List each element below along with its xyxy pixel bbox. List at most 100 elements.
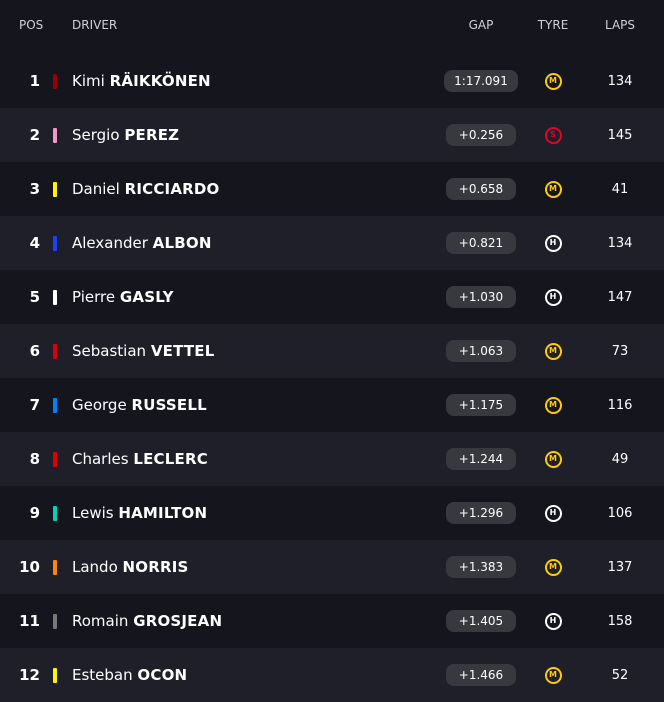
driver-name: Charles LECLERC [72, 450, 442, 468]
tyre-compound-icon: M [544, 180, 562, 198]
driver-last-name: GROSJEAN [133, 612, 223, 630]
header-gap: GAP [468, 18, 494, 32]
gap-badge: +1.383 [446, 556, 516, 578]
tyre-compound-icon: M [544, 342, 562, 360]
gap-badge: +1.063 [446, 340, 516, 362]
driver-first-name: Charles [72, 450, 129, 468]
driver-last-name: RICCIARDO [124, 180, 220, 198]
tyre-compound-icon: M [544, 558, 562, 576]
driver-name: Romain GROSJEAN [72, 612, 442, 630]
driver-first-name: Daniel [72, 180, 120, 198]
driver-name: Sebastian VETTEL [72, 342, 442, 360]
gap-badge: +1.030 [446, 286, 516, 308]
driver-last-name: RUSSELL [131, 396, 207, 414]
tyre-compound-icon: M [544, 396, 562, 414]
laps-count: 49 [611, 451, 629, 467]
tyre-compound-icon: M [544, 666, 562, 684]
driver-last-name: NORRIS [122, 558, 189, 576]
driver-first-name: Sebastian [72, 342, 147, 360]
header-tyre: TYRE [537, 18, 569, 32]
team-color-bar [53, 289, 57, 305]
driver-first-name: Pierre [72, 288, 116, 306]
laps-count: 41 [611, 181, 629, 197]
table-row[interactable]: 5 Pierre GASLY +1.030 H 147 [0, 270, 664, 324]
position: 11 [19, 612, 40, 630]
table-row[interactable]: 4 Alexander ALBON +0.821 H 134 [0, 216, 664, 270]
driver-last-name: VETTEL [150, 342, 215, 360]
tyre-compound-icon: M [544, 72, 562, 90]
table-row[interactable]: 8 Charles LECLERC +1.244 M 49 [0, 432, 664, 486]
laps-count: 73 [611, 343, 629, 359]
position: 3 [29, 180, 40, 198]
position: 6 [29, 342, 40, 360]
laps-count: 147 [607, 289, 633, 305]
position: 1 [29, 72, 40, 90]
position: 8 [29, 450, 40, 468]
tyre-compound-icon: H [544, 288, 562, 306]
team-color-bar [53, 181, 57, 197]
driver-last-name: ALBON [152, 234, 212, 252]
laps-count: 116 [607, 397, 633, 413]
table-row[interactable]: 3 Daniel RICCIARDO +0.658 M 41 [0, 162, 664, 216]
team-color-bar [53, 397, 57, 413]
team-color-bar [53, 559, 57, 575]
table-row[interactable]: 11 Romain GROSJEAN +1.405 H 158 [0, 594, 664, 648]
driver-name: Kimi RÄIKKÖNEN [72, 72, 442, 90]
driver-name: Lando NORRIS [72, 558, 442, 576]
tyre-compound-icon: S [544, 126, 562, 144]
table-row[interactable]: 2 Sergio PEREZ +0.256 S 145 [0, 108, 664, 162]
table-row[interactable]: 10 Lando NORRIS +1.383 M 137 [0, 540, 664, 594]
driver-first-name: Alexander [72, 234, 148, 252]
tyre-compound-icon: H [544, 234, 562, 252]
standings-list: 1 Kimi RÄIKKÖNEN 1:17.091 M 134 2 Sergio… [0, 54, 664, 702]
team-color-bar [53, 343, 57, 359]
driver-name: Sergio PEREZ [72, 126, 442, 144]
gap-badge: +1.405 [446, 610, 516, 632]
driver-name: Lewis HAMILTON [72, 504, 442, 522]
driver-first-name: Lewis [72, 504, 114, 522]
driver-last-name: OCON [137, 666, 188, 684]
table-row[interactable]: 1 Kimi RÄIKKÖNEN 1:17.091 M 134 [0, 54, 664, 108]
header-pos: POS [19, 18, 44, 32]
tyre-compound-icon: M [544, 450, 562, 468]
table-header: POS DRIVER GAP TYRE LAPS [0, 0, 664, 52]
team-color-bar [53, 127, 57, 143]
gap-badge: +1.244 [446, 448, 516, 470]
header-laps: LAPS [604, 18, 636, 32]
driver-name: Pierre GASLY [72, 288, 442, 306]
driver-name: Alexander ALBON [72, 234, 442, 252]
driver-last-name: RÄIKKÖNEN [109, 72, 211, 90]
position: 9 [29, 504, 40, 522]
driver-first-name: George [72, 396, 127, 414]
position: 12 [19, 666, 40, 684]
driver-last-name: PEREZ [124, 126, 180, 144]
gap-badge: +0.658 [446, 178, 516, 200]
laps-count: 137 [607, 559, 633, 575]
tyre-compound-icon: H [544, 612, 562, 630]
gap-badge: +0.821 [446, 232, 516, 254]
table-row[interactable]: 7 George RUSSELL +1.175 M 116 [0, 378, 664, 432]
driver-first-name: Romain [72, 612, 129, 630]
position: 5 [29, 288, 40, 306]
table-row[interactable]: 6 Sebastian VETTEL +1.063 M 73 [0, 324, 664, 378]
laps-count: 52 [611, 667, 629, 683]
gap-badge: 1:17.091 [444, 70, 518, 92]
team-color-bar [53, 235, 57, 251]
gap-badge: +1.296 [446, 502, 516, 524]
laps-count: 158 [607, 613, 633, 629]
team-color-bar [53, 667, 57, 683]
gap-badge: +0.256 [446, 124, 516, 146]
driver-name: George RUSSELL [72, 396, 442, 414]
position: 10 [19, 558, 40, 576]
table-row[interactable]: 9 Lewis HAMILTON +1.296 H 106 [0, 486, 664, 540]
laps-count: 145 [607, 127, 633, 143]
table-row[interactable]: 12 Esteban OCON +1.466 M 52 [0, 648, 664, 702]
laps-count: 106 [607, 505, 633, 521]
gap-badge: +1.175 [446, 394, 516, 416]
driver-last-name: HAMILTON [118, 504, 208, 522]
driver-last-name: LECLERC [133, 450, 208, 468]
team-color-bar [53, 73, 57, 89]
team-color-bar [53, 613, 57, 629]
position: 4 [29, 234, 40, 252]
driver-name: Daniel RICCIARDO [72, 180, 442, 198]
